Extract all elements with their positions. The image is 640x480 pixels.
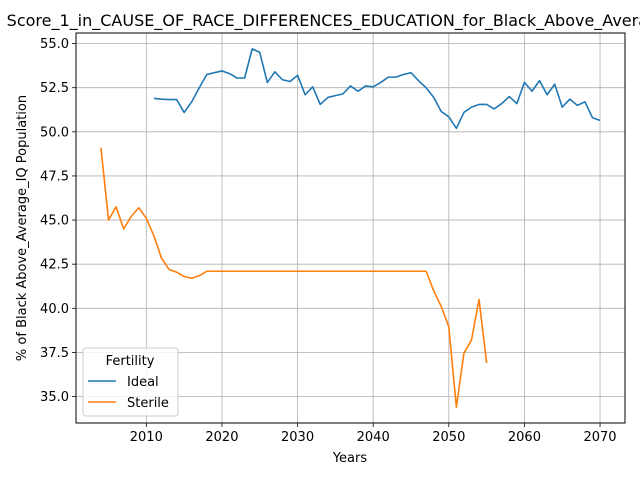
- x-axis-ticks: 2010 2020 2030 2040 2050 2060 2070: [130, 423, 617, 445]
- series-line-sterile: [100, 147, 488, 408]
- y-tick-label: 50.0: [40, 125, 69, 140]
- legend-title: Fertility: [106, 354, 155, 369]
- y-tick-label: 40.0: [40, 302, 69, 317]
- y-tick-label: 35.0: [40, 390, 69, 405]
- legend-label-sterile: Sterile: [127, 396, 169, 411]
- x-tick-label: 2010: [130, 430, 163, 445]
- legend-box: [82, 347, 179, 417]
- x-tick-label: 2060: [508, 430, 541, 445]
- x-axis-label: Years: [332, 451, 368, 466]
- legend-label-ideal: Ideal: [127, 375, 159, 390]
- x-tick-label: 2070: [583, 430, 616, 445]
- y-axis-label: % of Black Above_Average_IQ Population: [15, 95, 30, 361]
- y-tick-label: 42.5: [40, 258, 69, 273]
- x-tick-label: 2030: [281, 430, 314, 445]
- y-axis-ticks: 35.0 37.5 40.0 42.5 45.0 47.5 50.0 52.5 55.0: [40, 37, 76, 405]
- y-tick-label: 37.5: [40, 346, 69, 361]
- plot-frame: [75, 32, 626, 424]
- x-tick-label: 2020: [205, 430, 238, 445]
- y-tick-label: 55.0: [40, 37, 69, 52]
- y-tick-label: 45.0: [40, 214, 69, 229]
- y-tick-label: 47.5: [40, 169, 69, 184]
- series-line-ideal: [153, 48, 601, 130]
- x-tick-label: 2040: [357, 430, 390, 445]
- chart-title: Score_1_in_CAUSE_OF_RACE_DIFFERENCES_EDU…: [7, 11, 640, 31]
- legend: Fertility Ideal Sterile: [82, 347, 179, 417]
- series-lines: [100, 48, 601, 408]
- x-tick-label: 2050: [432, 430, 465, 445]
- y-tick-label: 52.5: [40, 81, 69, 96]
